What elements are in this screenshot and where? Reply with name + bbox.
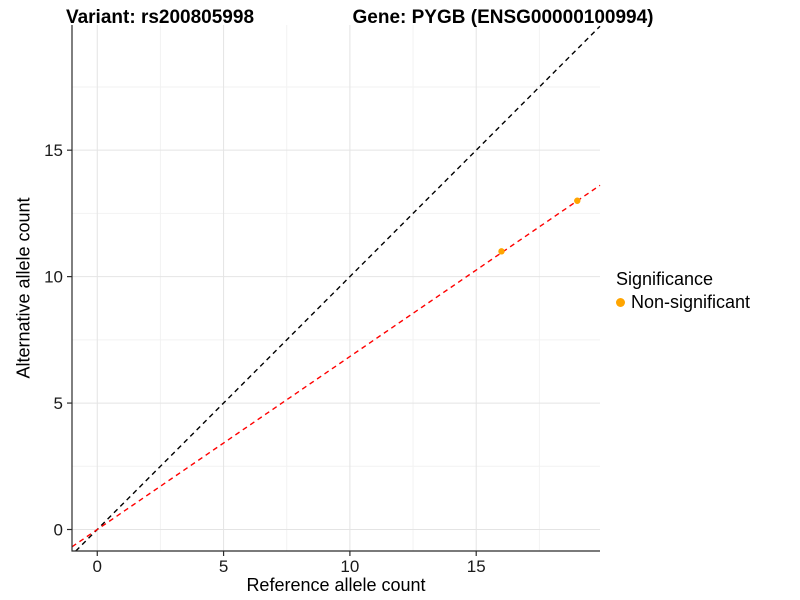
x-tick-label: 5: [219, 557, 228, 576]
identity-line: [75, 25, 601, 552]
y-tick-label: 5: [54, 394, 63, 413]
x-tick-label: 15: [467, 557, 486, 576]
legend-item-non-significant: Non-significant: [616, 292, 750, 313]
plot-title-variant: Variant: rs200805998: [65, 7, 255, 28]
fitted-line: [71, 184, 601, 548]
data-point: [574, 197, 581, 204]
y-axis-title: Alternative allele count: [13, 197, 34, 379]
y-tick-label: 15: [44, 141, 63, 160]
y-tick-label: 0: [54, 521, 63, 540]
plot-title-gene: Gene: PYGB (ENSG00000100994): [352, 7, 654, 28]
data-point: [498, 248, 505, 255]
legend: Significance Non-significant: [616, 269, 750, 313]
x-tick-label: 0: [93, 557, 102, 576]
x-tick-label: 10: [340, 557, 359, 576]
legend-item-label: Non-significant: [631, 292, 751, 312]
x-axis-title: Reference allele count: [246, 575, 426, 595]
legend-point-icon: [616, 298, 625, 307]
legend-title: Significance: [616, 269, 714, 289]
y-tick-label: 10: [44, 268, 63, 287]
